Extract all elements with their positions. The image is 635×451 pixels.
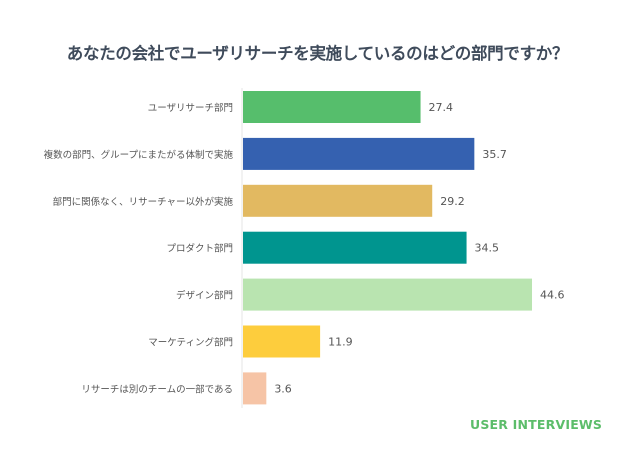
chart-title: あなたの会社でユーザリサーチを実施しているのはどの部門ですか？ <box>66 44 569 63</box>
category-label: プロダクト部門 <box>166 243 233 255</box>
bar <box>243 231 467 264</box>
value-label: 34.5 <box>475 242 500 255</box>
category-label: ユーザリサーチ部門 <box>148 102 233 114</box>
bar <box>243 278 533 311</box>
category-label: マーケティング部門 <box>148 337 233 349</box>
value-label: 3.6 <box>274 382 292 395</box>
bar <box>243 372 267 405</box>
category-label: 部門に関係なく、リサーチャー以外が実施 <box>53 196 234 208</box>
value-label: 35.7 <box>482 148 507 161</box>
value-label: 27.4 <box>429 101 454 114</box>
bar <box>243 137 475 170</box>
category-label: 複数の部門、グループにまたがる体制で実施 <box>44 149 234 161</box>
value-label: 29.2 <box>440 195 465 208</box>
category-label: リサーチは別のチームの一部である <box>81 383 233 395</box>
bar <box>243 325 321 358</box>
value-label: 11.9 <box>328 336 353 349</box>
value-label: 44.6 <box>540 289 565 302</box>
user-interviews-logo: USER INTERVIEWS <box>470 417 603 432</box>
bar <box>243 184 433 217</box>
category-label: デザイン部門 <box>176 290 233 302</box>
bar <box>243 91 421 123</box>
